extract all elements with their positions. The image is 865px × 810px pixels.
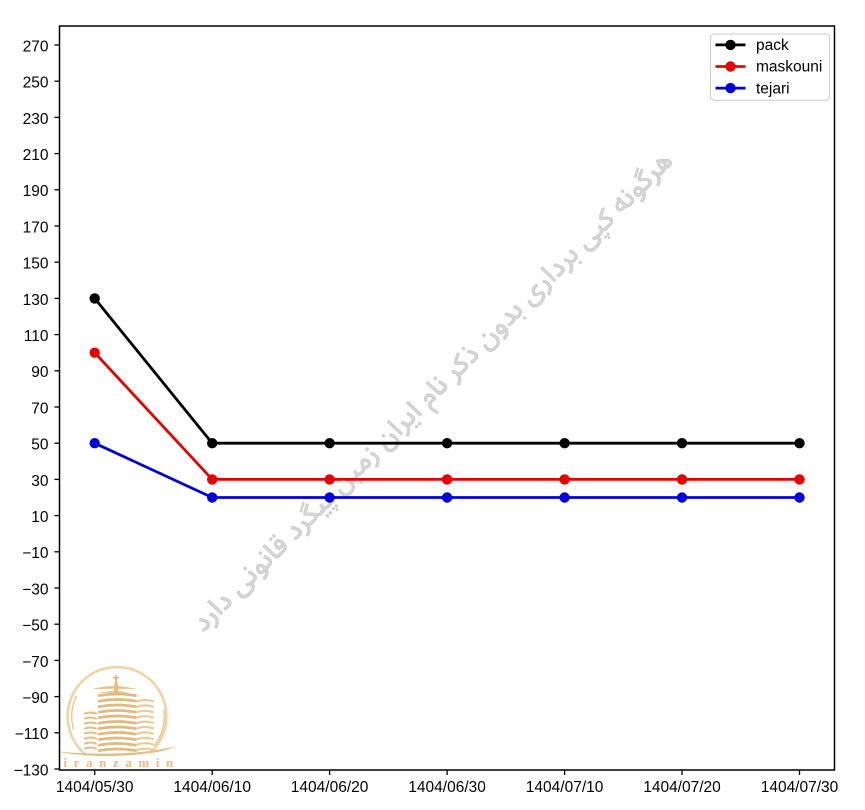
svg-text:1404/06/30: 1404/06/30 <box>408 779 486 796</box>
svg-text:−30: −30 <box>22 581 49 598</box>
svg-text:270: 270 <box>23 38 49 55</box>
svg-text:pack: pack <box>756 37 789 54</box>
svg-text:iranzamin: iranzamin <box>63 755 179 770</box>
svg-text:−110: −110 <box>15 726 49 743</box>
svg-text:170: 170 <box>23 219 49 236</box>
svg-text:130: 130 <box>23 292 49 309</box>
svg-text:−50: −50 <box>22 618 49 635</box>
svg-text:1404/05/30: 1404/05/30 <box>56 779 134 796</box>
svg-text:1404/06/20: 1404/06/20 <box>291 779 369 796</box>
svg-text:10: 10 <box>31 509 49 526</box>
svg-text:1404/07/10: 1404/07/10 <box>526 779 604 796</box>
svg-text:tejari: tejari <box>756 80 790 97</box>
svg-text:190: 190 <box>23 183 49 200</box>
svg-text:−70: −70 <box>22 654 49 671</box>
svg-text:maskouni: maskouni <box>756 59 822 76</box>
svg-text:50: 50 <box>31 437 49 454</box>
svg-text:230: 230 <box>23 111 49 128</box>
svg-text:70: 70 <box>31 400 49 417</box>
svg-text:90: 90 <box>31 364 49 381</box>
svg-text:210: 210 <box>23 147 49 164</box>
svg-text:1404/07/30: 1404/07/30 <box>761 779 839 796</box>
svg-text:1404/06/10: 1404/06/10 <box>173 779 251 796</box>
svg-text:250: 250 <box>23 75 49 92</box>
svg-text:150: 150 <box>23 256 49 273</box>
svg-text:−130: −130 <box>14 762 49 779</box>
svg-text:−90: −90 <box>22 690 49 707</box>
svg-text:30: 30 <box>31 473 49 490</box>
svg-text:1404/07/20: 1404/07/20 <box>643 779 721 796</box>
svg-text:110: 110 <box>24 328 49 345</box>
svg-text:−10: −10 <box>22 545 49 562</box>
